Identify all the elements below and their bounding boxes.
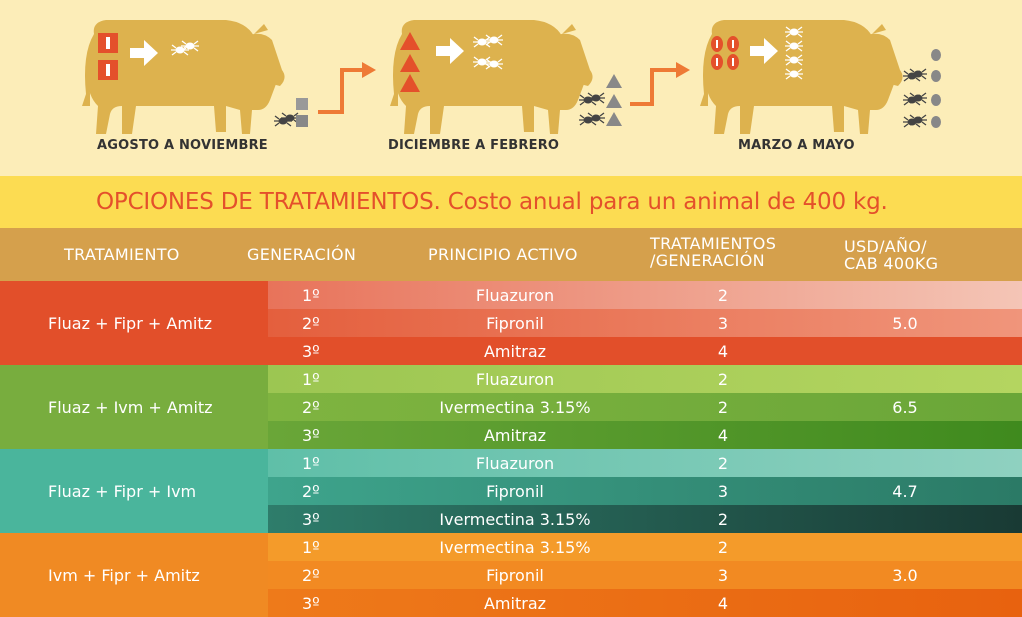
table-row: 2º Fipronil 3 [268,477,1022,505]
trat-cell: 2 [717,370,729,389]
header-tratamientos-line1: TRATAMIENTOS [650,234,777,253]
principio-cell: Amitraz [483,426,547,445]
header-generacion: GENERACIÓN [247,245,357,264]
trat-cell: 4 [717,594,729,613]
table-row: 1º Fluazuron 2 [268,449,1022,477]
table-row: 2º Fipronil 3 [268,561,1022,589]
table-row: 3º Ivermectina 3.15% 2 [268,505,1022,533]
principio-cell: Amitraz [483,342,547,361]
group-label: Fluaz + Fipr + Ivm [48,481,197,501]
stage-label-1: AGOSTO A NOVIEMBRE [97,138,268,153]
principio-cell: Fluazuron [475,286,555,305]
gen-cell: 1º [302,286,320,305]
trat-cell: 2 [717,286,729,305]
table-row: 1º Fluazuron 2 [268,365,1022,393]
group-label: Fluaz + Ivm + Amitz [48,397,213,417]
usd-cell: 6.5 [892,398,918,417]
stage-label-2: DICIEMBRE A FEBRERO [388,138,560,153]
tick-group-icon-2 [578,92,606,126]
pill-strip-icon [98,33,118,80]
table-row: 3º Amitraz 4 [268,421,1022,449]
principio-cell: Fipronil [486,482,544,501]
cattle-cycle-area: AGOSTO A NOVIEMBRE DICIEMBRE A FEBRERO M… [0,0,1022,176]
trat-cell: 2 [717,454,729,473]
principio-cell: Ivermectina 3.15% [439,510,591,529]
capsule-dose-icon [711,36,739,70]
stage-label-3: MARZO A MAYO [738,138,855,153]
trat-cell: 2 [717,510,729,529]
header-tratamientos-line2: /GENERACIÓN [650,251,765,270]
capsule-small-icon [931,49,941,128]
principio-cell: Fipronil [486,314,544,333]
gen-cell: 3º [302,510,320,529]
gen-cell: 3º [302,426,320,445]
principio-cell: Fipronil [486,566,544,585]
arrow-right-icon-3 [750,38,778,64]
tick-group-icon-3 [902,68,928,128]
table-row: 2º Ivermectina 3.15% 2 [268,393,1022,421]
triangle-small-icon [606,74,622,126]
banner-title: OPCIONES DE TRATAMIENTOS. Costo anual pa… [96,189,888,215]
principio-cell: Ivermectina 3.15% [439,538,591,557]
group-label: Ivm + Fipr + Amitz [48,565,200,585]
arrow-connector-icon-2 [630,68,676,106]
trat-cell: 4 [717,342,729,361]
trat-cell: 3 [717,566,729,585]
table-row: 2º Fipronil 3 [268,309,1022,337]
header-usd-line2: CAB 400KG [844,254,939,273]
usd-cell: 5.0 [892,314,918,333]
group-ivm-fipr-amitz: Ivm + Fipr + Amitz 1º Ivermectina 3.15% … [0,533,1022,617]
table-row: 1º Ivermectina 3.15% 2 [268,533,1022,561]
tick-group-icon [273,112,300,127]
table-row: 3º Amitraz 4 [268,589,1022,617]
gen-cell: 2º [302,482,320,501]
arrow-right-icon-2 [436,38,464,64]
principio-cell: Amitraz [483,594,547,613]
header-tratamiento: TRATAMIENTO [64,245,180,264]
trat-cell: 3 [717,314,729,333]
header-principio: PRINCIPIO ACTIVO [428,245,578,264]
group-label: Fluaz + Fipr + Amitz [48,313,213,333]
gen-cell: 1º [302,370,320,389]
header-usd-line1: USD/AÑO/ [844,237,927,256]
arrow-right-icon [130,40,158,66]
trat-cell: 3 [717,482,729,501]
gen-cell: 1º [302,454,320,473]
gen-cell: 3º [302,342,320,361]
gen-cell: 2º [302,398,320,417]
gen-cell: 2º [302,314,320,333]
usd-cell: 3.0 [892,566,918,585]
principio-cell: Fluazuron [475,370,555,389]
trat-cell: 2 [717,398,729,417]
group-fluaz-fipr-ivm: Fluaz + Fipr + Ivm 1º Fluazuron 2 2º Fip… [0,449,1022,533]
title-banner: OPCIONES DE TRATAMIENTOS. Costo anual pa… [0,176,1022,228]
gen-cell: 1º [302,538,320,557]
pill-strip-small-icon [296,98,308,127]
table-header: TRATAMIENTO GENERACIÓN PRINCIPIO ACTIVO … [0,228,1022,281]
trat-cell: 2 [717,538,729,557]
principio-cell: Fluazuron [475,454,555,473]
triangle-dose-icon [400,32,420,92]
trat-cell: 4 [717,426,729,445]
group-fluaz-fipr-amitz: Fluaz + Fipr + Amitz 1º Fluazuron 2 2º F… [0,281,1022,365]
table-row: 3º Amitraz 4 [268,337,1022,365]
gen-cell: 3º [302,594,320,613]
group-fluaz-ivm-amitz: Fluaz + Ivm + Amitz 1º Fluazuron 2 2º Iv… [0,365,1022,449]
usd-cell: 4.7 [892,482,918,501]
gen-cell: 2º [302,566,320,585]
table-row: 1º Fluazuron 2 [268,281,1022,309]
arrow-connector-icon [318,68,362,114]
principio-cell: Ivermectina 3.15% [439,398,591,417]
